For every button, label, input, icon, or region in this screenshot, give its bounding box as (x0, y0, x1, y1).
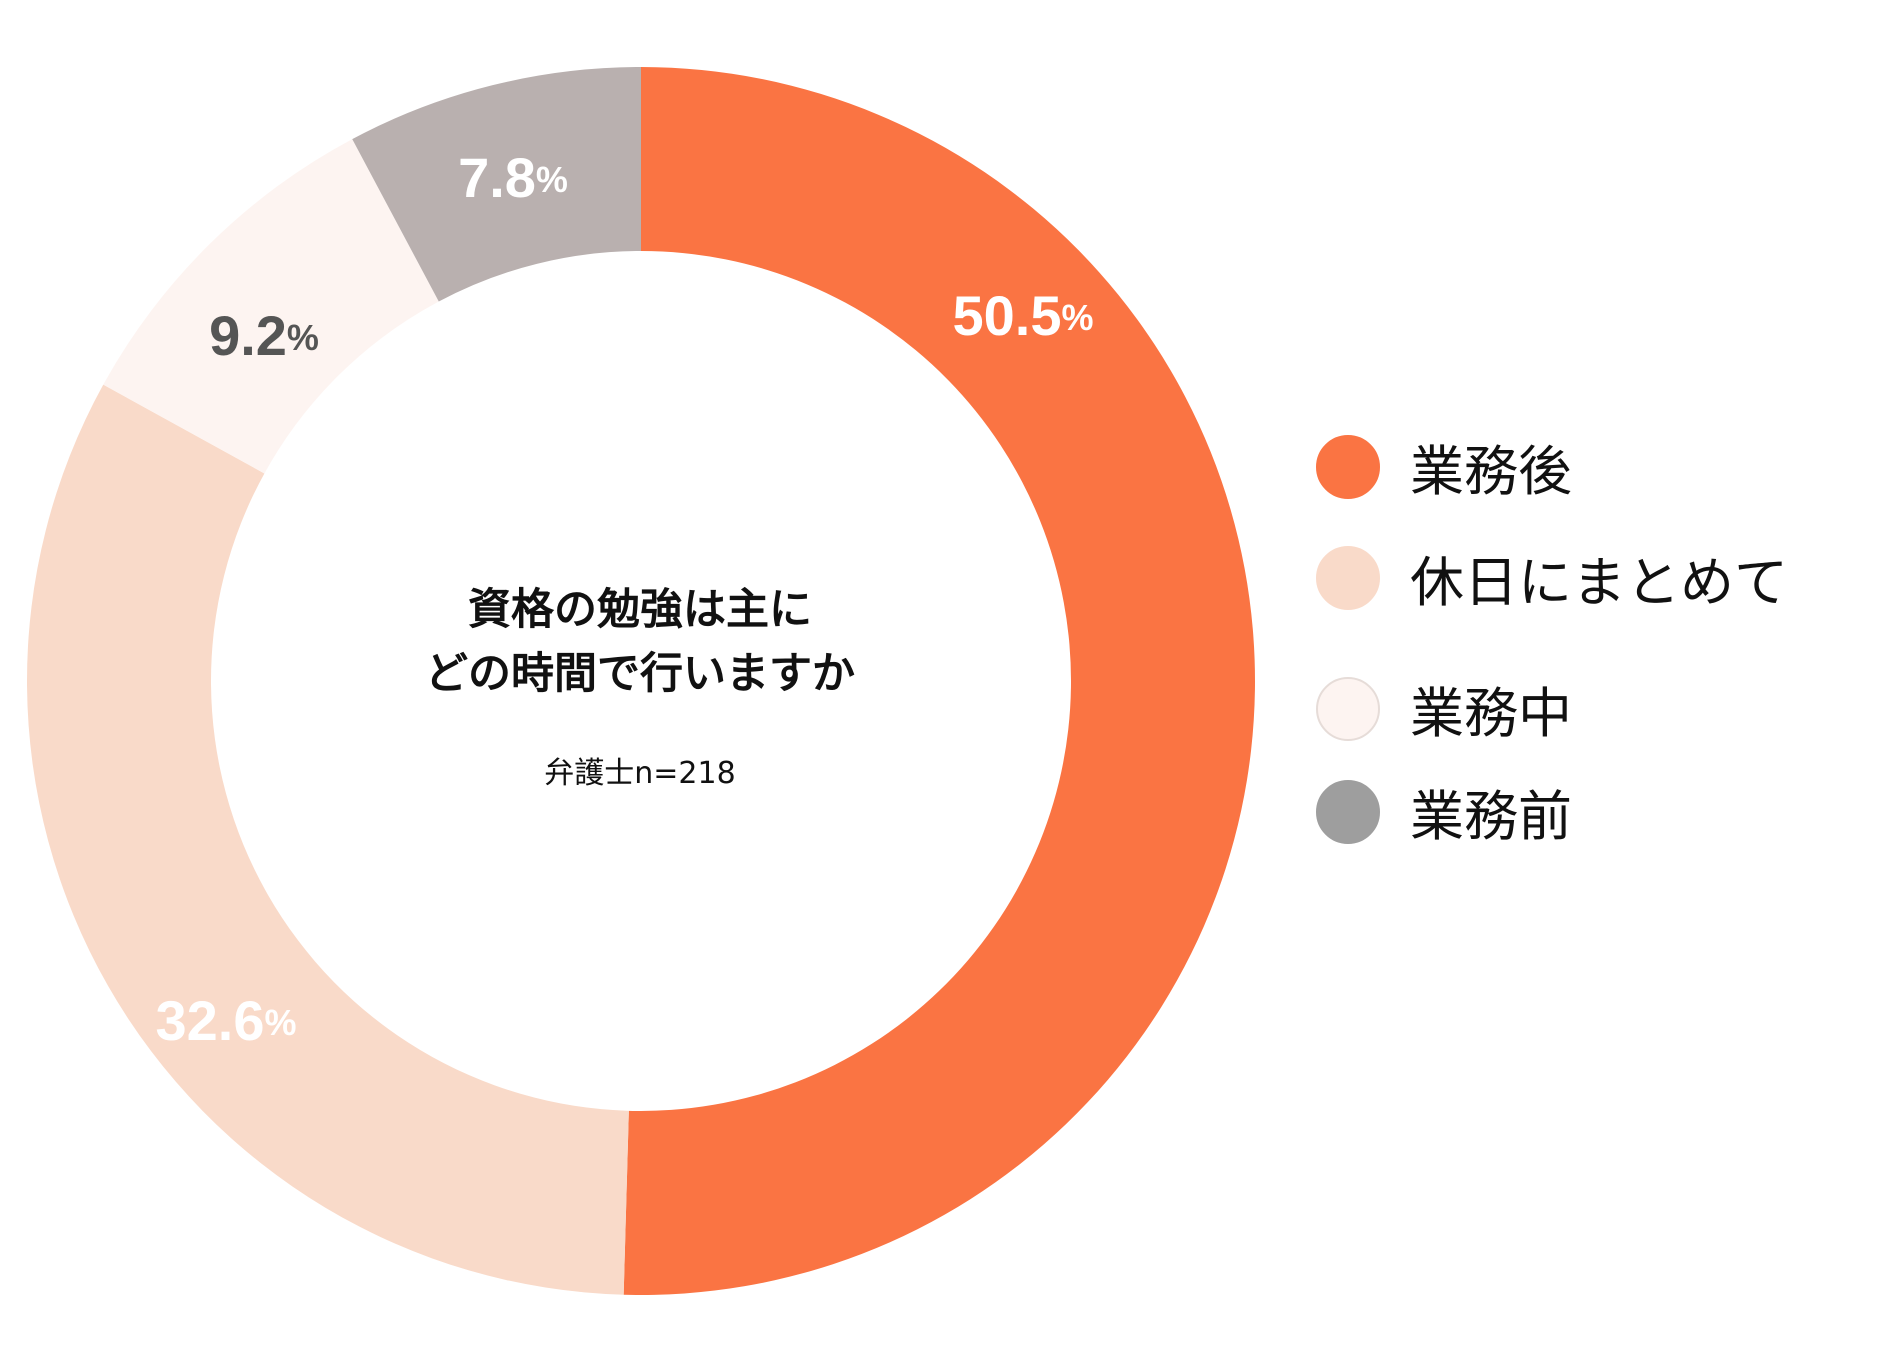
slice-value-label-during-work: 9.2% (209, 304, 319, 367)
donut-slice-before-work (352, 67, 641, 302)
donut-slice-during-work (103, 139, 439, 474)
legend-item-before-work: 業務前 (1316, 772, 1572, 851)
legend-swatch-weekend (1316, 545, 1380, 610)
donut-slice-weekend (26, 384, 629, 1295)
legend-label-after-work: 業務後 (1410, 440, 1572, 503)
legend-label-weekend: 休日にまとめて (1410, 551, 1788, 614)
chart-title-line-1: 資格の勉強は主に (468, 585, 812, 635)
legend-swatch-before-work (1316, 779, 1380, 844)
legend-item-weekend: 休日にまとめて (1316, 538, 1788, 617)
chart-title-line-2: どの時間で行いますか (425, 649, 855, 699)
chart-sample-size: 弁護士n=218 (544, 756, 736, 791)
chart-legend: 業務後 休日にまとめて 業務中 業務前 (1316, 0, 1876, 1350)
slice-value-label-after-work: 50.5% (952, 284, 1093, 347)
donut-slices (26, 67, 1255, 1295)
slice-value-labels: 50.5% 32.6% 9.2% 7.8% (155, 146, 1093, 1052)
slice-value-label-weekend: 32.6% (155, 989, 296, 1052)
legend-item-after-work: 業務後 (1316, 427, 1572, 506)
chart-center-title: 資格の勉強は主に どの時間で行いますか (340, 578, 940, 706)
legend-swatch-during-work (1316, 676, 1380, 741)
legend-item-during-work: 業務中 (1316, 669, 1572, 748)
legend-swatch-after-work (1316, 434, 1380, 499)
donut-slice-after-work (623, 67, 1255, 1295)
legend-label-during-work: 業務中 (1410, 682, 1572, 745)
slice-value-label-before-work: 7.8% (458, 146, 568, 209)
legend-label-before-work: 業務前 (1410, 785, 1572, 848)
